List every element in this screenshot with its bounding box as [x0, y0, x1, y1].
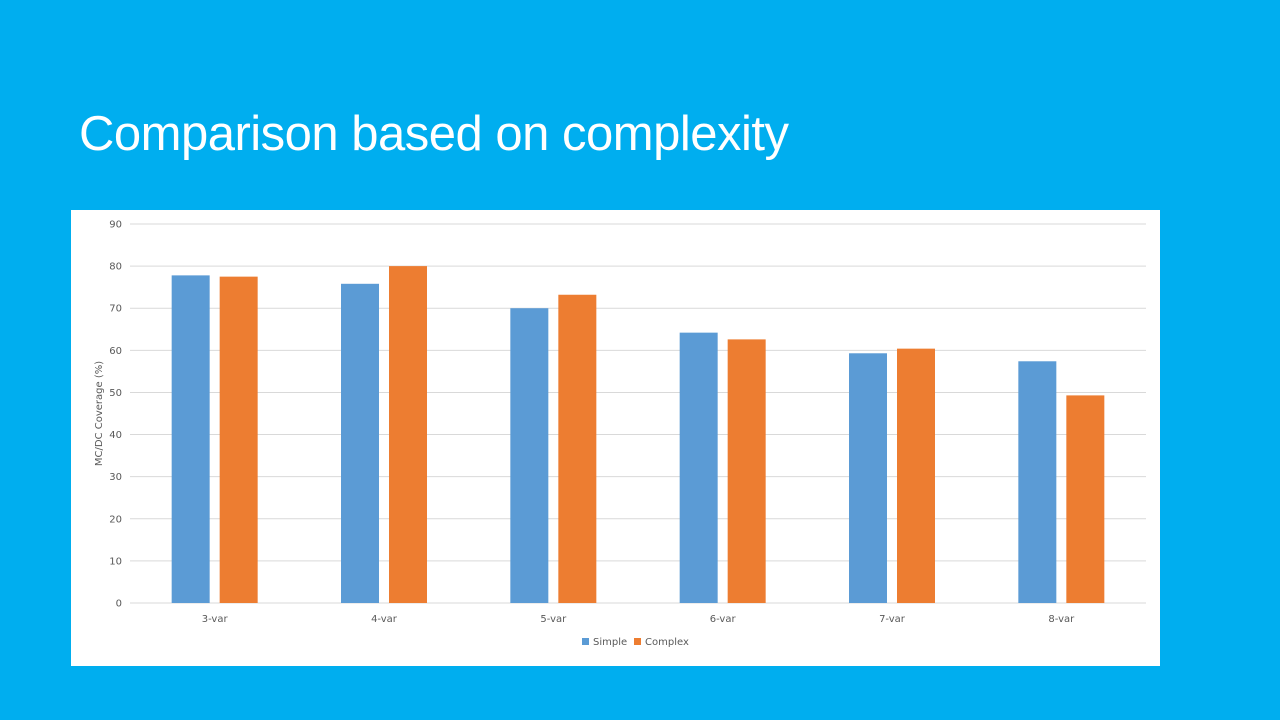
x-tick-label: 3-var — [202, 614, 229, 625]
legend-label-complex: Complex — [645, 637, 689, 648]
bar-complex-7-var — [897, 348, 935, 603]
bar-complex-4-var — [389, 266, 427, 603]
y-tick-label: 90 — [109, 220, 122, 231]
x-tick-label: 6-var — [710, 614, 737, 625]
bar-complex-6-var — [727, 339, 766, 603]
x-tick-label: 7-var — [879, 614, 906, 625]
slide-title: Comparison based on complexity — [79, 107, 789, 161]
y-tick-label: 50 — [109, 388, 122, 399]
x-tick-label: 4-var — [371, 614, 398, 625]
bar-simple-4-var — [341, 283, 379, 603]
bar-simple-7-var — [849, 353, 887, 603]
y-tick-label: 60 — [109, 346, 122, 357]
y-tick-label: 70 — [109, 304, 122, 315]
y-tick-label: 80 — [109, 262, 122, 273]
x-tick-label: 5-var — [540, 614, 567, 625]
legend-label-simple: Simple — [593, 637, 627, 648]
y-tick-label: 30 — [109, 472, 122, 483]
y-tick-label: 20 — [109, 514, 122, 525]
y-axis-title: MC/DC Coverage (%) — [94, 361, 105, 466]
bar-simple-3-var — [171, 275, 210, 603]
x-tick-label: 8-var — [1048, 614, 1075, 625]
bar-simple-6-var — [679, 332, 718, 603]
bar-chart: 0 10 20 30 40 50 60 70 80 90 MC/DC Coverage (%) 3-v… — [94, 220, 1146, 648]
bar-complex-8-var — [1066, 395, 1105, 603]
legend-swatch-complex — [634, 638, 641, 645]
y-tick-label: 40 — [109, 430, 122, 441]
y-tick-label: 0 — [116, 599, 122, 610]
legend-swatch-simple — [582, 638, 589, 645]
bar-complex-5-var — [558, 294, 597, 603]
bar-simple-5-var — [510, 308, 549, 603]
chart-container: 0 10 20 30 40 50 60 70 80 90 MC/DC Coverage (%) 3-v… — [71, 210, 1160, 666]
y-tick-label: 10 — [109, 556, 122, 567]
bar-simple-8-var — [1018, 361, 1057, 603]
bar-complex-3-var — [219, 276, 258, 603]
